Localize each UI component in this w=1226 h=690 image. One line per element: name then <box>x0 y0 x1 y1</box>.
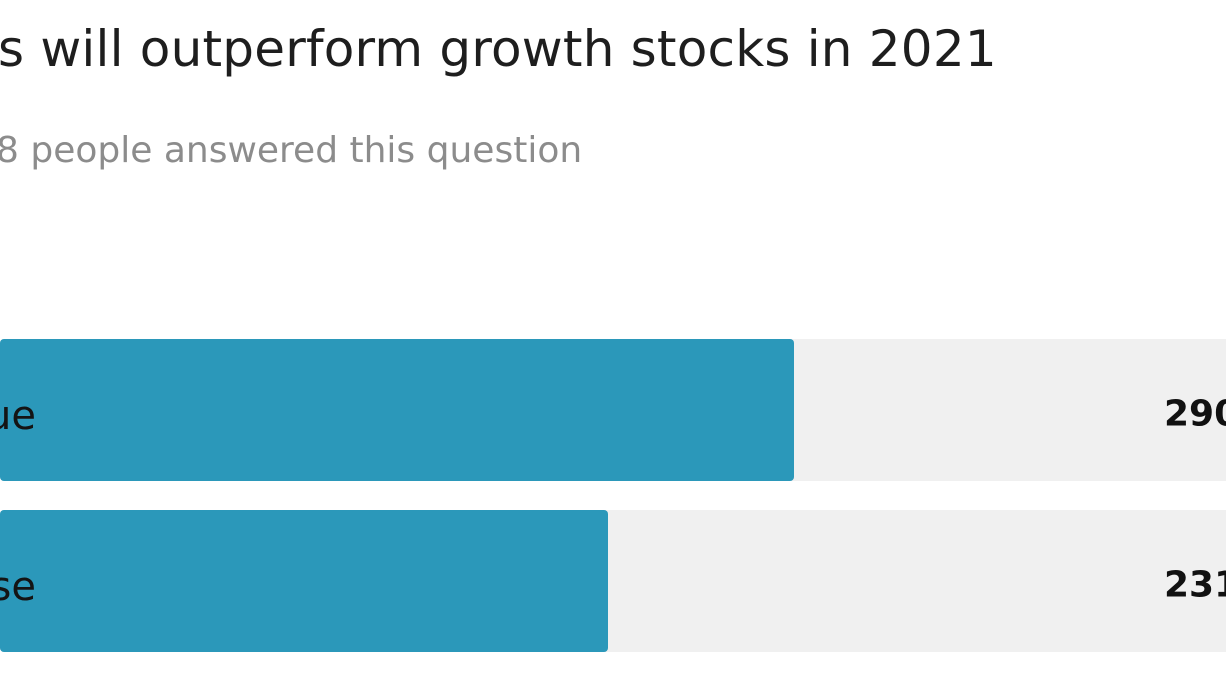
poll-option-label: se <box>0 564 36 610</box>
poll-option-row[interactable]: se 231 <box>0 510 1226 652</box>
poll-option-bar: ue <box>0 339 794 481</box>
poll-option-bar: se <box>0 510 608 652</box>
poll-question: s will outperform growth stocks in 2021 <box>0 20 997 78</box>
poll-option-label: ue <box>0 393 36 439</box>
answered-count-text: 8 people answered this question <box>0 130 583 171</box>
poll-options: ue 290 se 231 <box>0 339 1226 681</box>
poll-option-row[interactable]: ue 290 <box>0 339 1226 481</box>
poll-option-count: 290 <box>1164 393 1226 435</box>
poll-option-count: 231 <box>1164 564 1226 606</box>
